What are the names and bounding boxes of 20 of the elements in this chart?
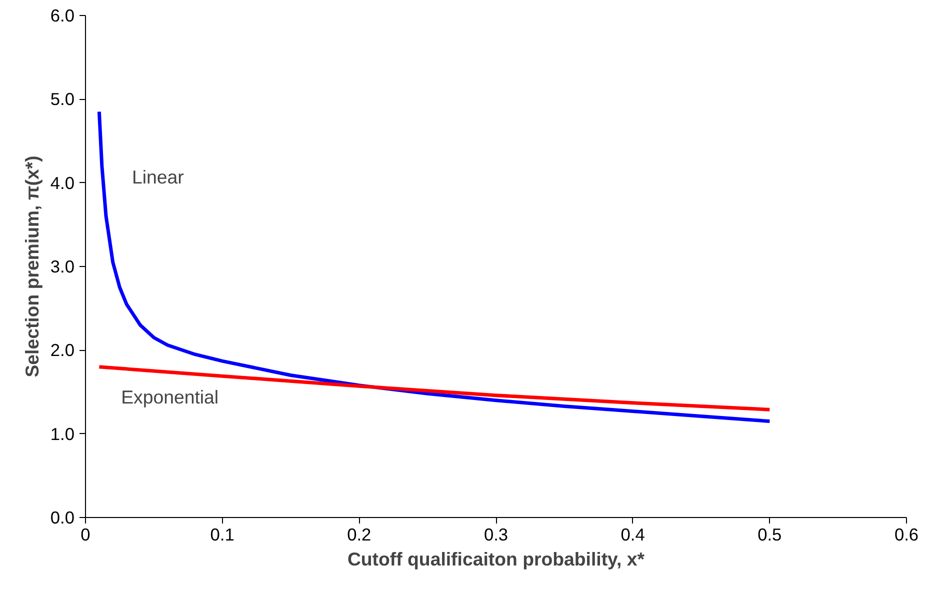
y-tick-label: 3.0 [50, 256, 75, 276]
x-tick-label: 0.3 [484, 524, 508, 544]
x-tick-label: 0.6 [894, 524, 919, 544]
x-tick-label: 0.5 [758, 524, 782, 544]
line-series [97, 110, 772, 424]
y-tick-label: 0.0 [50, 508, 75, 528]
y-tick-label: 4.0 [50, 172, 75, 193]
y-tick-label: 5.0 [50, 89, 75, 110]
series-label: Linear [132, 166, 184, 188]
series-label: Exponential [121, 386, 219, 408]
y-tick-label: 6.0 [50, 6, 75, 26]
line-series [97, 365, 772, 412]
y-axis-title: Selection premium, π(x*) [21, 156, 42, 378]
x-axis-title: Cutoff qualificaiton probability, x* [347, 548, 646, 570]
x-tick-label: 0.2 [347, 524, 372, 544]
y-tick-label: 2.0 [50, 340, 75, 360]
x-tick-label: 0.4 [620, 524, 646, 544]
y-tick-label: 1.0 [50, 424, 75, 444]
x-tick-label: 0.1 [210, 524, 234, 544]
x-tick-label: 0 [80, 524, 90, 544]
